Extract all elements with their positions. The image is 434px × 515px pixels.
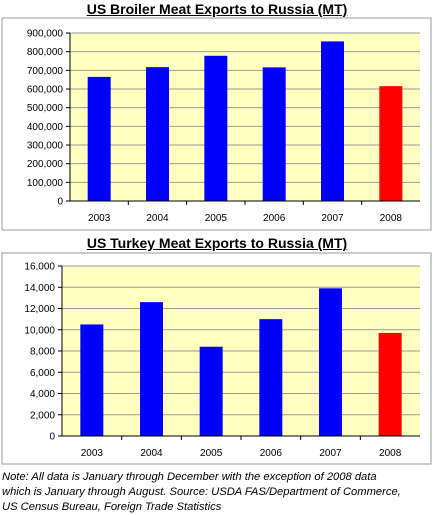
turkey-y-tick-label: 6,000 [30,368,55,379]
turkey-bar-2007 [319,288,342,436]
note-line-2: which is January through August. Source:… [2,486,401,498]
turkey-x-tick-label: 2003 [81,448,104,459]
note-line-1: Note: All data is January through Decemb… [2,471,377,483]
turkey-y-tick-label: 16,000 [24,262,55,273]
turkey-y-tick-label: 14,000 [24,283,55,294]
turkey-y-tick-label: 8,000 [30,347,55,358]
turkey-chart: 0 2,000 4,000 6,000 8,000 10,000 12,000 14,000 1… [1,252,432,465]
turkey-x-tick-label: 2004 [140,448,163,459]
source-note: Note: All data is January through Decemb… [2,470,432,515]
turkey-x-tick-label: 2007 [319,448,342,459]
broiler-bar-2007 [321,41,344,202]
broiler-y-tick-label: 600,000 [27,85,64,96]
turkey-x-tick-label: 2005 [200,448,223,459]
broiler-x-tick-label: 2005 [205,213,228,224]
broiler-bar-2008 [379,86,403,201]
broiler-x-tick-label: 2008 [380,213,403,224]
broiler-plot-area [70,33,420,201]
broiler-y-tick-label: 700,000 [27,66,64,77]
broiler-y-tick-label: 900,000 [27,29,64,40]
turkey-y-tick-label: 2,000 [30,410,55,421]
turkey-y-tick-label: 12,000 [24,304,55,315]
broiler-chart-title: US Broiler Meat Exports to Russia (MT) [86,1,348,17]
note-line-3: US Census Bureau, Foreign Trade Statisti… [2,501,222,513]
broiler-y-tick-label: 300,000 [27,141,64,152]
broiler-y-tick-label: 800,000 [27,47,64,58]
broiler-x-tick-label: 2006 [263,213,286,224]
broiler-x-tick-label: 2007 [321,213,344,224]
turkey-x-tick-label: 2008 [379,448,402,459]
turkey-chart-title: US Turkey Meat Exports to Russia (MT) [86,235,348,251]
broiler-y-tick-label: 500,000 [27,103,64,114]
turkey-bar-2008 [378,332,402,436]
broiler-y-tick-label: 100,000 [27,178,64,189]
turkey-x-tick-label: 2006 [260,448,283,459]
broiler-y-tick-label: 200,000 [27,159,64,170]
turkey-y-tick-label: 0 [49,432,55,443]
broiler-bar-2003 [87,76,111,201]
turkey-y-tick-label: 10,000 [24,325,55,336]
turkey-bar-2006 [259,319,283,436]
broiler-bar-2005 [204,55,228,202]
broiler-y-tick-label: 400,000 [27,122,64,133]
broiler-bar-2004 [146,67,169,201]
turkey-y-tick-label: 4,000 [30,389,55,400]
broiler-x-tick-label: 2004 [146,213,169,224]
broiler-x-tick-label: 2003 [88,213,111,224]
broiler-chart: 0 100,000 200,000 300,000 400,000 500,000 600,… [1,17,432,231]
broiler-bar-2006 [262,67,286,201]
turkey-bar-2005 [199,346,223,436]
broiler-y-tick-label: 0 [57,197,63,208]
turkey-bar-2003 [80,324,104,436]
turkey-bar-2004 [140,302,163,436]
